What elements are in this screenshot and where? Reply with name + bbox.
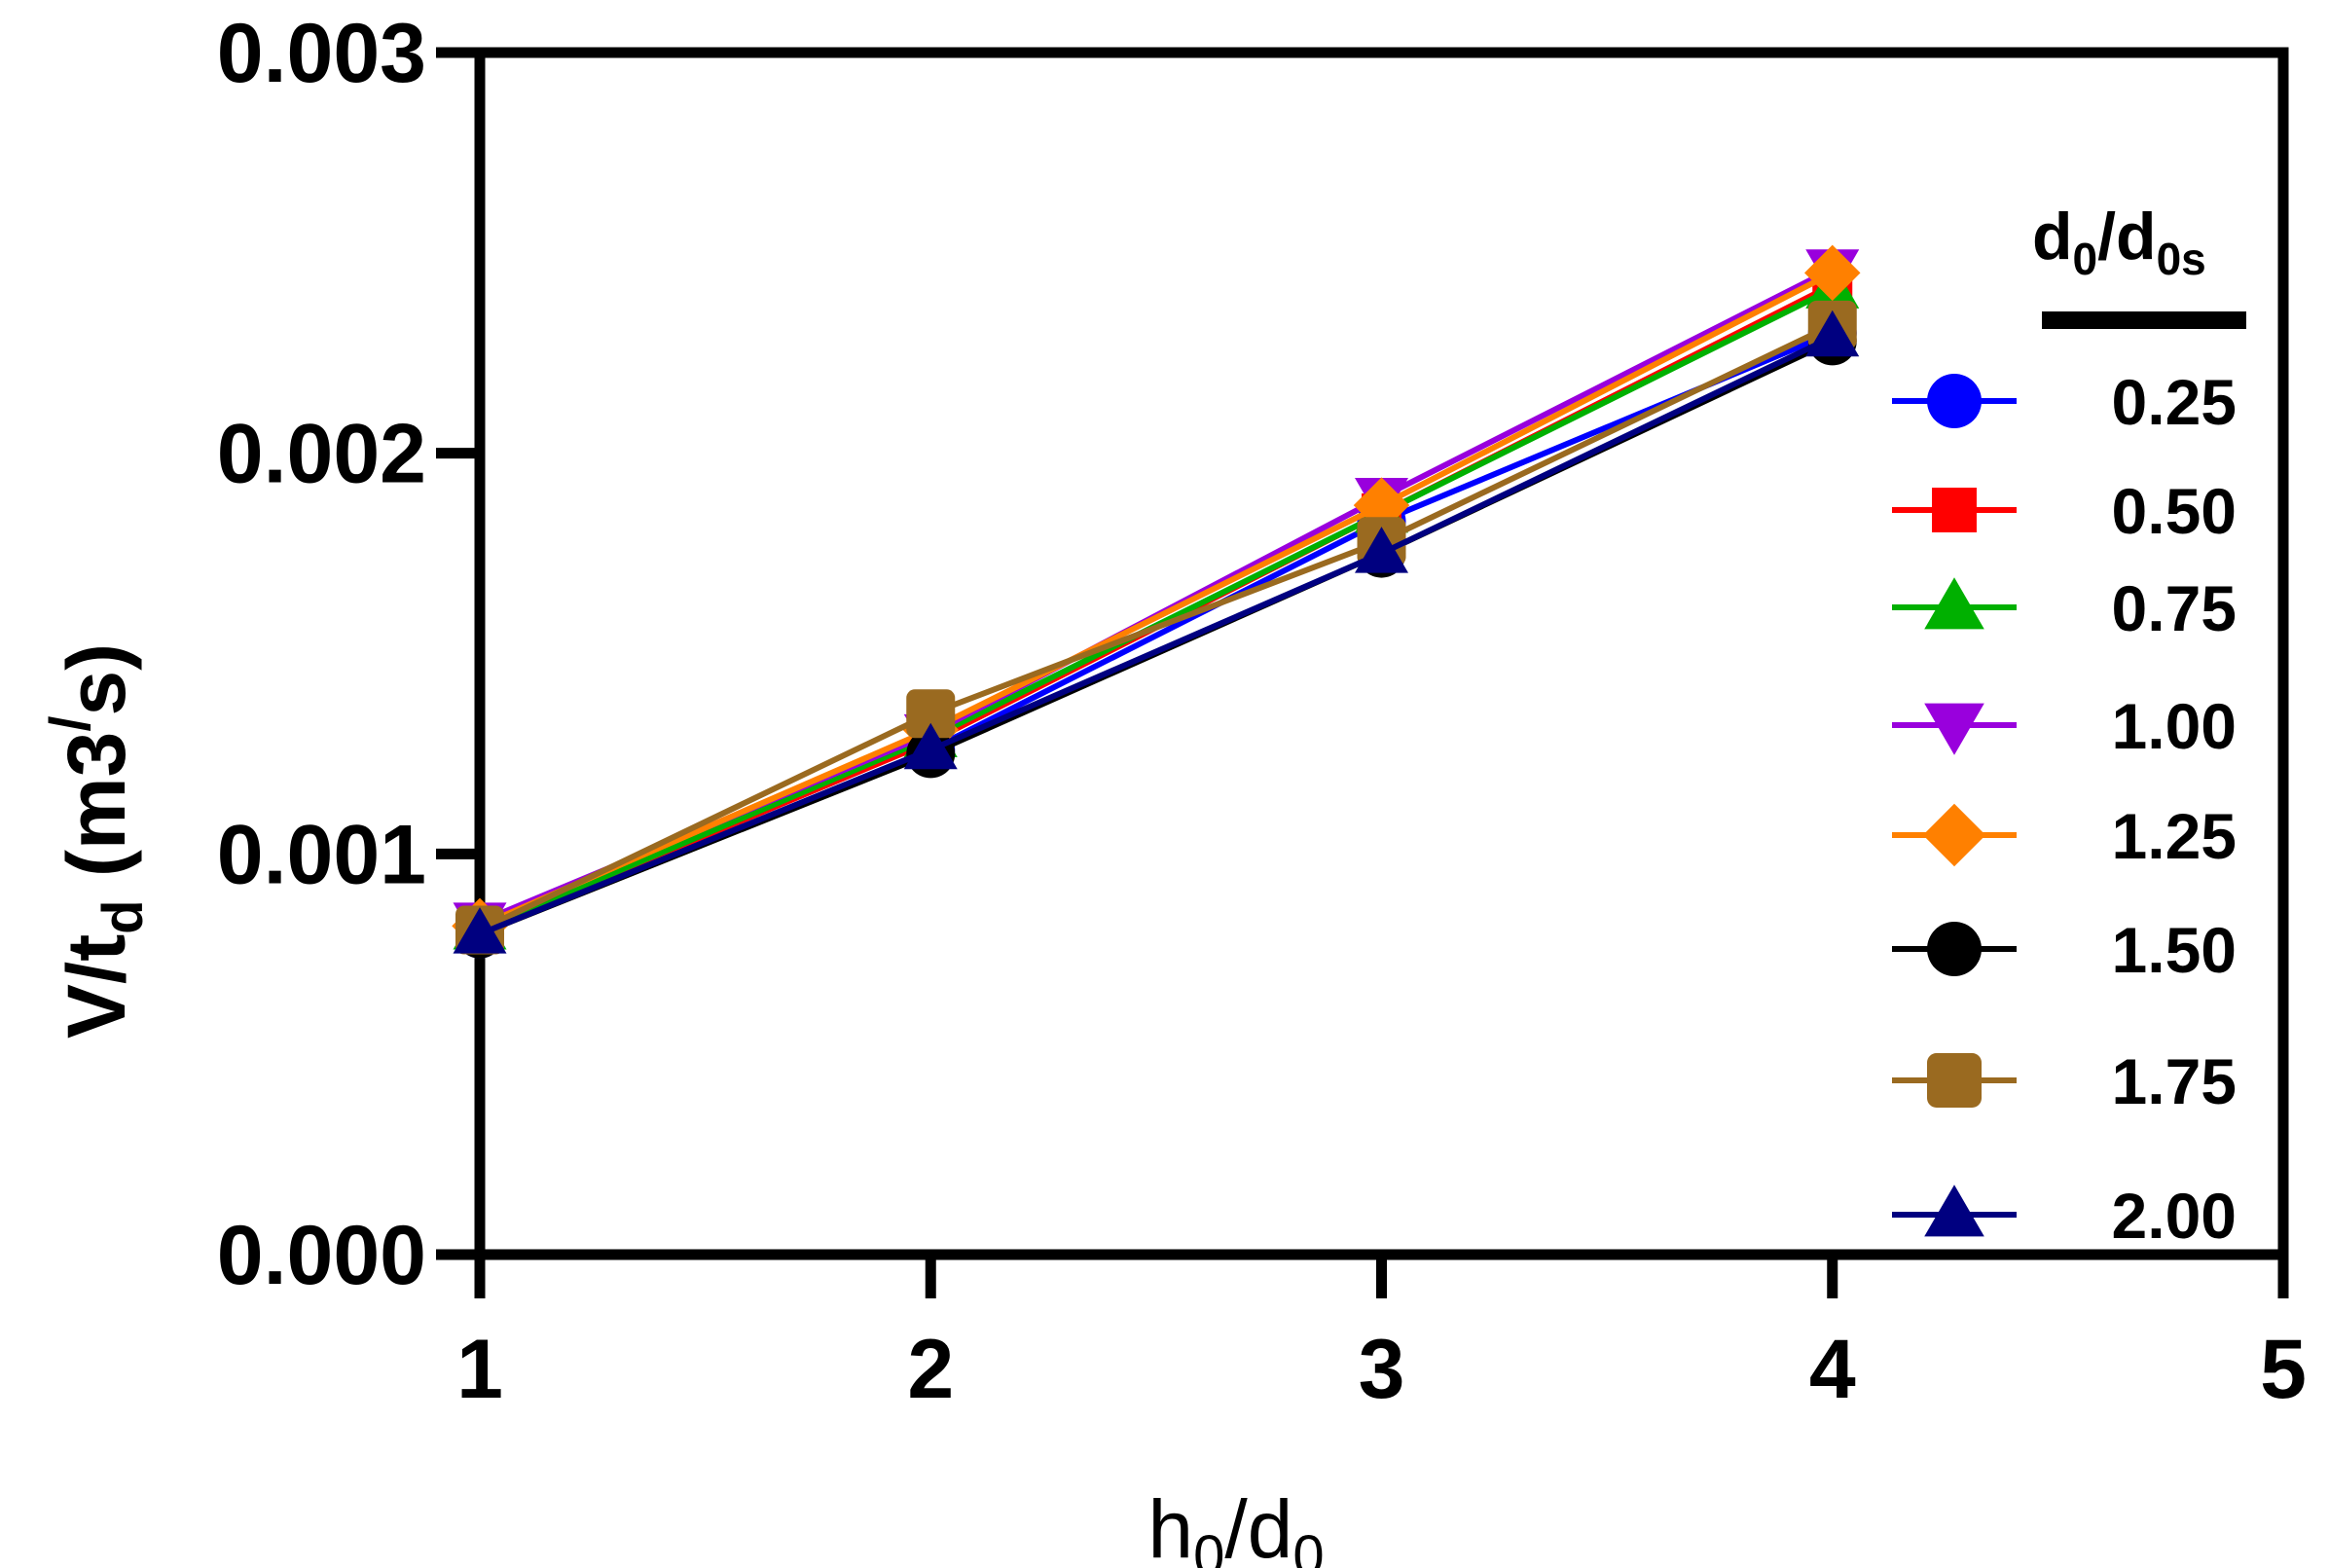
- data-point: [1805, 310, 1860, 357]
- legend-item: 0.50: [1892, 475, 2237, 547]
- data-point: [906, 689, 956, 739]
- legend-label: 2.00: [2112, 1180, 2237, 1252]
- legend: 0.25 0.50 0.75 1.00 1.25 1.50 1.75 2.00: [1892, 366, 2237, 1252]
- series-1.25: [452, 244, 1861, 955]
- axes: 0.000 0.001 0.002 0.003 1 2 3 4 5: [217, 7, 2307, 1416]
- legend-label: 1.25: [2112, 800, 2237, 872]
- legend-title-underline: [2042, 311, 2246, 329]
- data-point: [1804, 244, 1861, 302]
- series-line: [478, 334, 1835, 937]
- y-tick-label: 0.002: [217, 408, 426, 501]
- x-tick-label: 5: [2260, 1323, 2307, 1416]
- y-tick-label: 0.001: [217, 808, 426, 901]
- legend-label: 0.50: [2112, 475, 2237, 547]
- legend-marker: [1924, 577, 1984, 630]
- data-point: [1355, 527, 1408, 573]
- legend-item: 1.25: [1892, 800, 2237, 872]
- y-tick-label: 0.003: [217, 7, 426, 100]
- y-axis-title: V/td (m3/s): [39, 643, 155, 1039]
- series-line: [478, 266, 1835, 926]
- x-axis-title: h0/d0: [1147, 1483, 1324, 1568]
- y-tick-label: 0.000: [217, 1209, 426, 1302]
- x-tick-label: 2: [907, 1323, 954, 1416]
- legend-label: 0.75: [2112, 572, 2237, 644]
- series-line: [478, 270, 1835, 930]
- legend-marker: [1924, 703, 1984, 755]
- legend-marker: [1924, 1185, 1984, 1237]
- legend-marker: [1927, 1053, 1982, 1108]
- legend-item: 1.00: [1892, 690, 2237, 762]
- x-tick-label: 3: [1359, 1323, 1405, 1416]
- legend-title: d0/d0s: [2032, 200, 2206, 284]
- data-point: [453, 907, 507, 954]
- legend-item: 0.75: [1892, 572, 2237, 644]
- legend-marker: [1922, 803, 1986, 867]
- legend-label: 1.75: [2112, 1045, 2237, 1117]
- legend-label: 1.00: [2112, 690, 2237, 762]
- legend-item: 2.00: [1892, 1180, 2237, 1252]
- legend-marker: [1932, 488, 1977, 532]
- legend-item: 1.75: [1892, 1045, 2237, 1117]
- x-tick-label: 4: [1809, 1323, 1856, 1416]
- legend-marker: [1927, 922, 1982, 976]
- series-layer: [452, 244, 1861, 959]
- legend-label: 0.25: [2112, 366, 2237, 438]
- legend-marker: [1927, 374, 1982, 428]
- series-2.00: [453, 310, 1860, 954]
- legend-item: 0.25: [1892, 366, 2237, 438]
- legend-label: 1.50: [2112, 914, 2237, 986]
- series-line: [478, 322, 1835, 933]
- x-tick-label: 1: [456, 1323, 503, 1416]
- plot-frame: [474, 47, 2289, 1260]
- legend-item: 1.50: [1892, 914, 2237, 986]
- data-point: [903, 722, 958, 770]
